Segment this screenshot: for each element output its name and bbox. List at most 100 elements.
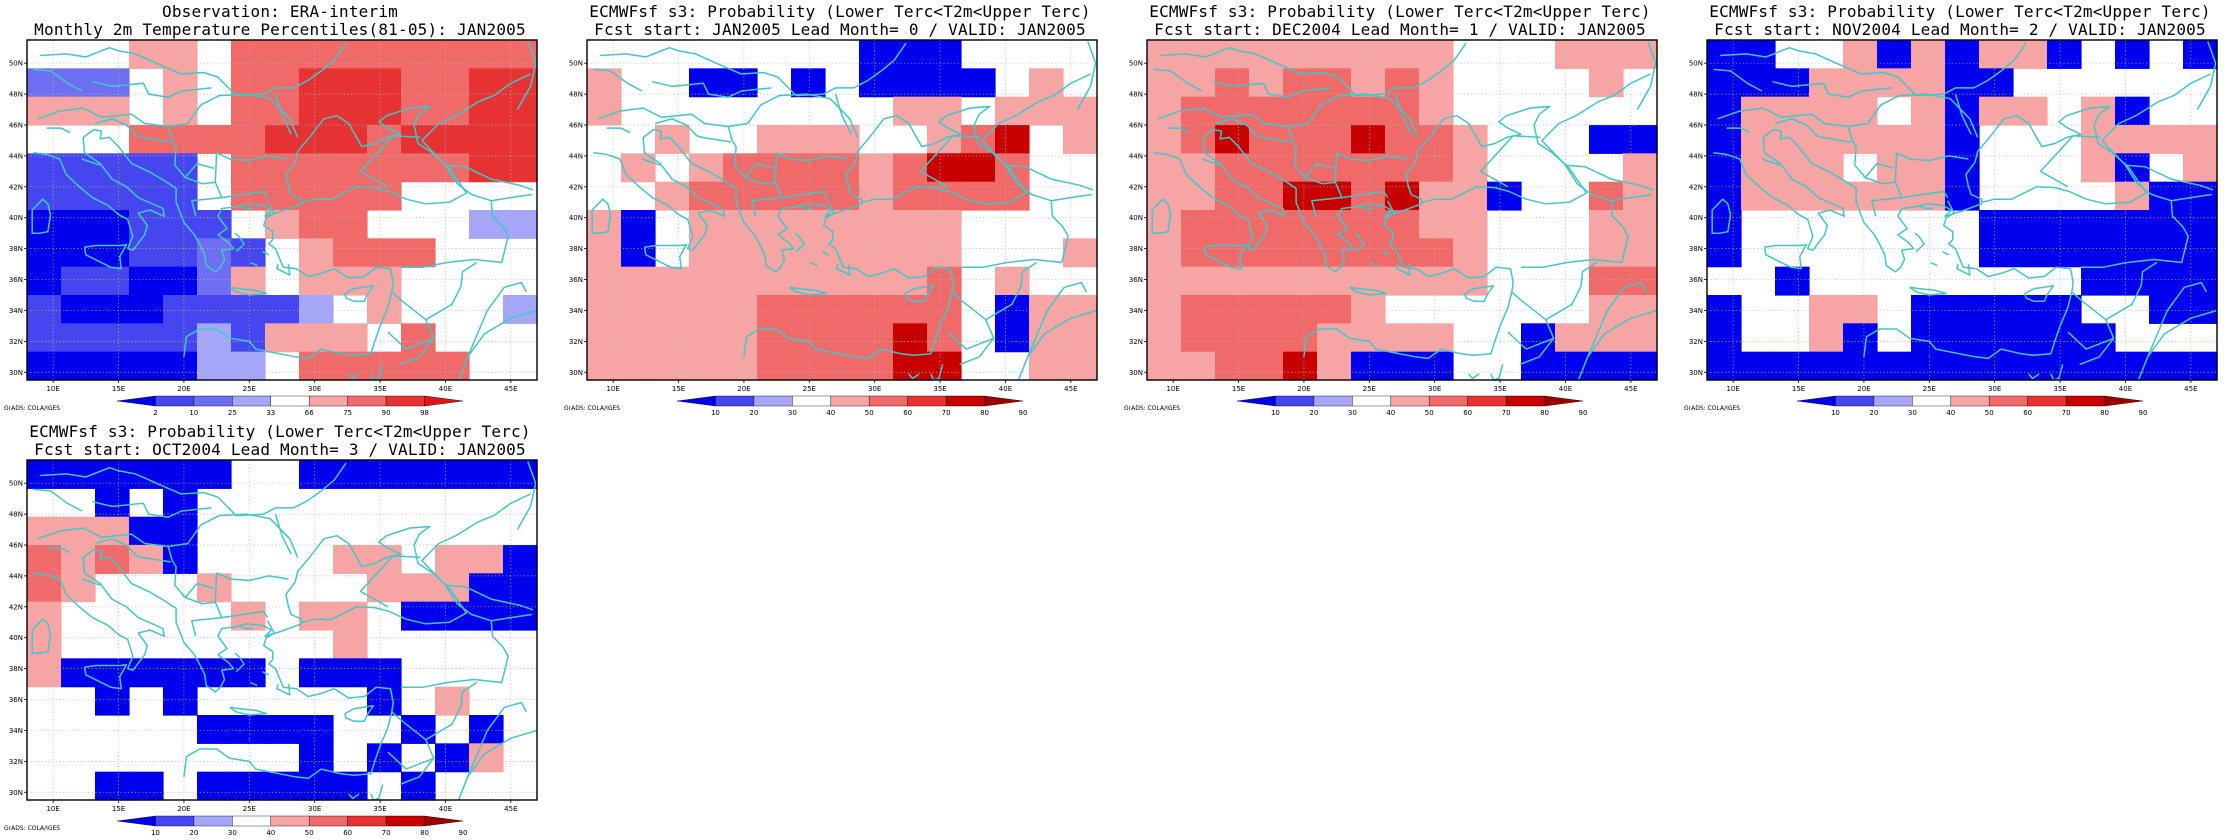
coastline (2039, 135, 2101, 188)
grid-cell (1317, 181, 1352, 211)
grid-cell (163, 658, 198, 688)
grid-cell (367, 68, 402, 98)
colorbar-segment (1236, 395, 1276, 407)
colorbar-segment (1873, 395, 1913, 407)
grid-cell (1283, 96, 1318, 126)
grid-cell (1215, 323, 1250, 353)
coastline (1336, 152, 1409, 162)
grid-cell (1029, 96, 1064, 126)
colorbar-segment (116, 815, 156, 827)
coastline (183, 620, 394, 780)
grid-cell (1181, 153, 1216, 183)
grid-cell (689, 266, 724, 296)
coastline (836, 263, 851, 276)
coastline (1468, 373, 1480, 380)
coastline (654, 118, 731, 143)
grid-cell (1589, 238, 1624, 268)
grid-cell (1623, 125, 1658, 154)
grid-cell (95, 238, 130, 268)
grid-cell (1181, 351, 1216, 381)
colorbar-segment (1544, 395, 1584, 407)
x-tick-label: 20E (1857, 385, 1870, 393)
y-tick-label: 34N (1129, 307, 1143, 315)
coastline (229, 286, 268, 296)
coastline (370, 364, 384, 380)
colorbar-label: 30 (1908, 409, 1917, 417)
grid-cell (1215, 181, 1250, 211)
colorbar: 10 20 30 40 50 60 70 80 90 (116, 815, 467, 837)
coastline (1763, 244, 1808, 270)
grid-cell (503, 545, 538, 574)
y-tick-label: 32N (1129, 338, 1143, 346)
grid-cell (1945, 40, 1980, 69)
grid-cell (1283, 351, 1318, 381)
x-tick-label: 40E (1559, 385, 1572, 393)
y-tick-label: 50N (1689, 60, 1703, 68)
grid-cell (469, 601, 504, 631)
grid-cell (791, 68, 826, 98)
coastline (593, 105, 1028, 273)
grid-cell (1215, 266, 1250, 296)
grid-cell (1351, 40, 1386, 69)
coastline (2137, 309, 2217, 380)
coastline (1577, 309, 1657, 380)
x-tick-label: 40E (999, 385, 1012, 393)
grid-cell (1419, 40, 1454, 69)
coastline (774, 152, 778, 183)
coastline (425, 261, 478, 321)
grid-cell (299, 351, 334, 381)
grid-cell (1809, 323, 1844, 353)
panel-subtitle: Fcst start: DEC2004 Lead Month= 1 / VALI… (1154, 20, 1646, 39)
grid-cell (757, 238, 792, 268)
grid-cell (469, 40, 504, 69)
grid-cell (61, 658, 96, 688)
grid-cell (1351, 351, 1386, 381)
coastline (591, 198, 612, 234)
y-tick-label: 44N (9, 572, 23, 580)
grid-cell (401, 153, 436, 183)
x-tick-label: 45E (1624, 385, 1637, 393)
map-lead-2: 10E 15E 20E 25E 30E 35E 40E 45E 30N 32N 34N 36N 38N 4… (1684, 39, 2218, 417)
grid-cell (1843, 323, 1878, 353)
grid-cell (927, 125, 962, 154)
grid-cell (1623, 238, 1658, 268)
grid-cell (689, 238, 724, 268)
grid-cell (299, 210, 334, 239)
grid-cell (231, 96, 266, 126)
grid-cell (1877, 40, 1912, 69)
grid-cell (95, 295, 130, 324)
grid-cell (859, 323, 894, 353)
grid-cell (435, 153, 470, 183)
x-tick-label: 25E (243, 385, 256, 393)
colorbar-segment (270, 395, 310, 407)
grid-cell (1775, 68, 1810, 98)
grid-cell (621, 266, 656, 296)
coastline (2028, 373, 2040, 380)
coastline (1370, 261, 1378, 267)
coastline (262, 671, 270, 676)
colorbar-segment (347, 395, 387, 407)
x-tick-label: 30E (1988, 385, 2001, 393)
grid-cell (503, 68, 538, 98)
grid-cell (757, 181, 792, 211)
colorbar-segment (424, 395, 464, 407)
colorbar-label: 66 (305, 409, 314, 417)
grid-cell (1147, 323, 1182, 353)
grid-cell (265, 68, 300, 98)
plot-frame (1146, 39, 1658, 381)
coastline (276, 683, 291, 696)
grid-cell (1351, 96, 1386, 126)
grid-cell (1249, 68, 1284, 98)
grid-cell (2081, 351, 2116, 381)
grid-cell (1283, 266, 1318, 296)
grid-cell (95, 181, 130, 211)
grid-cell (27, 601, 62, 631)
grid-cell (723, 266, 758, 296)
coastline (238, 624, 254, 630)
grid-cell (1063, 238, 1098, 268)
grid-cell (689, 68, 724, 98)
grid-cell (1589, 40, 1624, 69)
coastline (743, 200, 954, 360)
grid-cell (1945, 323, 1980, 353)
colorbar-label: 98 (420, 409, 429, 417)
